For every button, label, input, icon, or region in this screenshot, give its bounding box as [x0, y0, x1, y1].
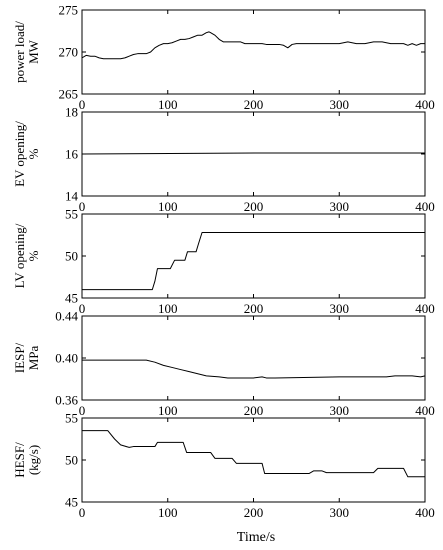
panel-5: 0 100 200 300 400 45 50 55 HESF/(kg/s)	[12, 411, 435, 521]
series-line	[82, 430, 425, 478]
y-tick-label: 275	[59, 3, 79, 18]
y-tick-label: 0.44	[55, 309, 78, 324]
series-line	[81, 31, 425, 60]
y-tick-label: 0.40	[55, 351, 78, 366]
x-tick-label: 300	[330, 301, 350, 316]
y-axis-label: IESP/	[12, 342, 27, 373]
x-tick-label: 200	[244, 199, 264, 214]
series-line	[82, 359, 426, 379]
y-tick-label: 45	[65, 291, 78, 306]
x-tick-label: 0	[79, 97, 86, 112]
x-tick-label: 300	[330, 505, 350, 520]
y-axis-label: LV opening/	[12, 223, 27, 288]
x-tick-label: 100	[158, 505, 178, 520]
series-line	[82, 231, 425, 291]
y-tick-label: 16	[65, 147, 79, 162]
y-axis-label: (kg/s)	[26, 445, 41, 475]
x-tick-label: 400	[415, 505, 435, 520]
x-tick-label: 400	[415, 199, 435, 214]
plot-frame	[81, 417, 426, 503]
x-tick-label: 100	[158, 97, 178, 112]
x-tick-label: 200	[244, 97, 264, 112]
y-axis-label: HESF/	[12, 442, 27, 478]
plot-frame	[81, 213, 426, 299]
y-axis-label: MW	[26, 39, 41, 64]
x-tick-label: 300	[330, 403, 350, 418]
y-tick-label: 14	[65, 189, 79, 204]
x-tick-label: 0	[79, 403, 86, 418]
panel-2: 0 100 200 300 400 14 16 18 EV opening/%	[12, 105, 435, 215]
y-axis-label: %	[26, 148, 41, 159]
x-tick-label: 400	[415, 97, 435, 112]
x-axis-label: Time/s	[237, 530, 275, 545]
y-tick-label: 0.36	[55, 393, 78, 408]
y-tick-label: 18	[65, 105, 78, 120]
y-tick-label: 50	[65, 249, 78, 264]
y-tick-label: 55	[65, 411, 78, 426]
x-tick-label: 100	[158, 301, 178, 316]
plot-frame	[81, 315, 426, 401]
y-tick-label: 50	[65, 453, 78, 468]
x-tick-label: 0	[79, 199, 86, 214]
panel-3: 0 100 200 300 400 45 50 55 LV opening/%	[12, 207, 435, 317]
x-tick-label: 0	[79, 301, 86, 316]
y-axis-label: power load/	[12, 21, 27, 83]
x-tick-label: 400	[415, 403, 435, 418]
x-tick-label: 200	[244, 403, 264, 418]
x-tick-label: 300	[330, 199, 350, 214]
x-tick-label: 300	[330, 97, 350, 112]
y-axis-label: EV opening/	[12, 121, 27, 187]
y-tick-label: 265	[59, 87, 79, 102]
x-tick-label: 400	[415, 301, 435, 316]
x-tick-label: 100	[158, 403, 178, 418]
series-line	[81, 152, 425, 155]
y-tick-label: 55	[65, 207, 78, 222]
plot-frame	[81, 9, 426, 95]
panel-4: 0 100 200 300 400 0.36 0.40 0.44 IESP/MPa	[12, 309, 435, 419]
panel-1: 0 100 200 300 400 265 270 275 power load/MW	[12, 3, 435, 113]
x-tick-label: 200	[244, 505, 264, 520]
x-tick-label: 200	[244, 301, 264, 316]
y-axis-label: MPa	[26, 345, 41, 370]
x-tick-label: 100	[158, 199, 178, 214]
y-axis-label: %	[26, 250, 41, 261]
x-tick-label: 0	[79, 505, 86, 520]
y-tick-label: 270	[59, 45, 79, 60]
y-tick-label: 45	[65, 495, 78, 510]
